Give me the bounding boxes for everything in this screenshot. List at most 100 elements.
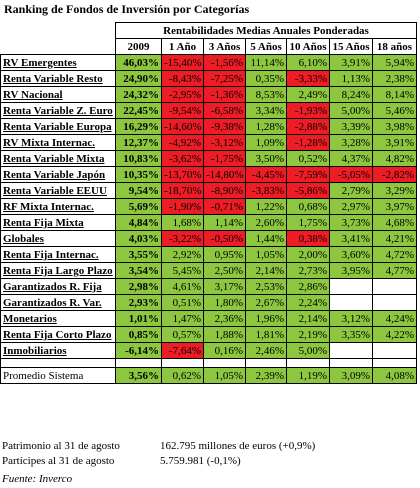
value-2009: 0,85%	[115, 326, 162, 343]
category-name: Renta Variable Europa	[0, 118, 116, 135]
value-cell: -4,92%	[161, 134, 204, 151]
value-cell: 8,53%	[245, 86, 287, 103]
promedio-value: 1,19%	[286, 367, 330, 384]
value-cell	[371, 342, 418, 359]
value-cell: 3,34%	[245, 102, 287, 119]
spacer-cell	[329, 358, 373, 368]
value-cell: 3,29%	[371, 182, 418, 199]
value-cell: 4,22%	[371, 326, 418, 343]
value-cell: 4,24%	[371, 310, 418, 327]
value-cell: 5,94%	[371, 54, 418, 71]
value-cell: 8,14%	[371, 86, 418, 103]
value-cell: 3,35%	[329, 326, 373, 343]
value-cell: -4,45%	[245, 166, 287, 183]
spacer-cell	[115, 358, 162, 368]
value-cell: 3,50%	[245, 150, 287, 167]
value-cell: 3,60%	[329, 246, 373, 263]
category-name: Globales	[0, 230, 116, 247]
value-cell: 3,95%	[329, 262, 373, 279]
group-header: Rentabilidades Medias Anuales Ponderadas	[114, 22, 418, 39]
value-cell: 4,21%	[371, 230, 418, 247]
value-cell: 3,28%	[329, 134, 373, 151]
category-name: Renta Fija Largo Plazo	[0, 262, 116, 279]
value-cell: 8,24%	[329, 86, 373, 103]
value-cell: -2,95%	[161, 86, 204, 103]
value-cell: 3,12%	[329, 310, 373, 327]
value-cell: -14,80%	[203, 166, 246, 183]
value-cell: 4,68%	[371, 214, 418, 231]
value-cell: -3,83%	[245, 182, 287, 199]
value-cell: 2,60%	[245, 214, 287, 231]
table-row: Renta Variable Mixta 10,83% -3,62% -1,75% 3,…	[0, 150, 418, 167]
value-cell: 6,10%	[286, 54, 330, 71]
value-cell: -1,75%	[203, 150, 246, 167]
category-name: Monetarios	[0, 310, 116, 327]
value-cell: 5,00%	[329, 102, 373, 119]
value-cell: 5,45%	[161, 262, 204, 279]
category-name: Renta Fija Internac.	[0, 246, 116, 263]
value-cell: 1,09%	[245, 134, 287, 151]
category-name: Renta Variable Z. Euro	[0, 102, 116, 119]
promedio-value: 2,39%	[245, 367, 287, 384]
value-cell	[371, 294, 418, 311]
value-cell: 3,41%	[329, 230, 373, 247]
table-row: RF Mixta Internac. 5,69% -1,90% -0,71% 1,22%…	[0, 198, 418, 215]
value-cell: -8,43%	[161, 70, 204, 87]
value-cell: -3,22%	[161, 230, 204, 247]
value-cell: 4,72%	[371, 246, 418, 263]
value-2009: 1,01%	[115, 310, 162, 327]
table-row: Garantizados R. Var. 2,93% 0,51% 1,80% 2,67%…	[0, 294, 418, 311]
category-name: Renta Variable Resto	[0, 70, 116, 87]
category-name: Garantizados R. Var.	[0, 294, 116, 311]
value-cell: -6,58%	[203, 102, 246, 119]
spacer-row	[0, 358, 418, 368]
category-name: Inmobiliarios	[0, 342, 116, 359]
value-2009: 3,54%	[115, 262, 162, 279]
value-cell: -5,05%	[329, 166, 373, 183]
value-cell: 2,79%	[329, 182, 373, 199]
value-cell: 3,91%	[329, 54, 373, 71]
value-cell: 1,81%	[245, 326, 287, 343]
value-cell: -0,71%	[203, 198, 246, 215]
value-cell: 1,28%	[245, 118, 287, 135]
value-cell: 3,91%	[371, 134, 418, 151]
value-cell: 0,51%	[161, 294, 204, 311]
value-cell: 1,96%	[245, 310, 287, 327]
value-cell: -9,54%	[161, 102, 204, 119]
value-cell: 2,73%	[286, 262, 330, 279]
value-cell: -2,88%	[286, 118, 330, 135]
value-cell: 11,14%	[245, 54, 287, 71]
value-cell: 1,75%	[286, 214, 330, 231]
value-cell: -14,60%	[161, 118, 204, 135]
patrimonio-line: Patrimonio al 31 de agosto 162.795 millo…	[2, 440, 315, 452]
table-row: Globales 4,03% -3,22% -0,50% 1,44% 0,38% 3,41%…	[0, 230, 418, 247]
table-row: Renta Variable Resto 24,90% -8,43% -7,25% 0,…	[0, 70, 418, 87]
table-row: Renta Fija Internac. 3,55% 2,92% 0,95% 1,05%…	[0, 246, 418, 263]
value-cell: -8,90%	[203, 182, 246, 199]
value-cell: -1,28%	[286, 134, 330, 151]
value-cell: 1,22%	[245, 198, 287, 215]
table-row: Renta Variable Japón 10,35% -13,70% -14,80%…	[0, 166, 418, 183]
value-cell: 0,57%	[161, 326, 204, 343]
page-title: Ranking de Fondos de Inversión por Categ…	[4, 2, 250, 16]
value-cell: 1,44%	[245, 230, 287, 247]
participes-line: Partícipes al 31 de agosto 5.759.981 (-0…	[2, 455, 241, 467]
spacer-cell	[245, 358, 287, 368]
value-cell: -3,12%	[203, 134, 246, 151]
table-row: RV Nacional 24,32% -2,95% -1,36% 8,53% 2,49% 8…	[0, 86, 418, 103]
header-columns-row: 2009 1 Año 3 Años 5 Años 10 Años 15 Años…	[0, 38, 418, 55]
value-cell: 2,86%	[286, 278, 330, 295]
category-name: Renta Variable Mixta	[0, 150, 116, 167]
value-cell: 0,52%	[286, 150, 330, 167]
value-cell: 1,05%	[245, 246, 287, 263]
value-cell: -1,90%	[161, 198, 204, 215]
value-cell: 2,14%	[286, 310, 330, 327]
source-note: Fuente: Inverco	[2, 473, 73, 485]
header-group-row: Rentabilidades Medias Anuales Ponderadas	[1, 22, 418, 39]
table-row: Renta Variable EEUU 9,54% -18,70% -8,90% -3,…	[0, 182, 418, 199]
value-cell: -9,38%	[203, 118, 246, 135]
value-cell: 1,14%	[203, 214, 246, 231]
value-cell: 0,35%	[245, 70, 287, 87]
value-cell: 1,68%	[161, 214, 204, 231]
